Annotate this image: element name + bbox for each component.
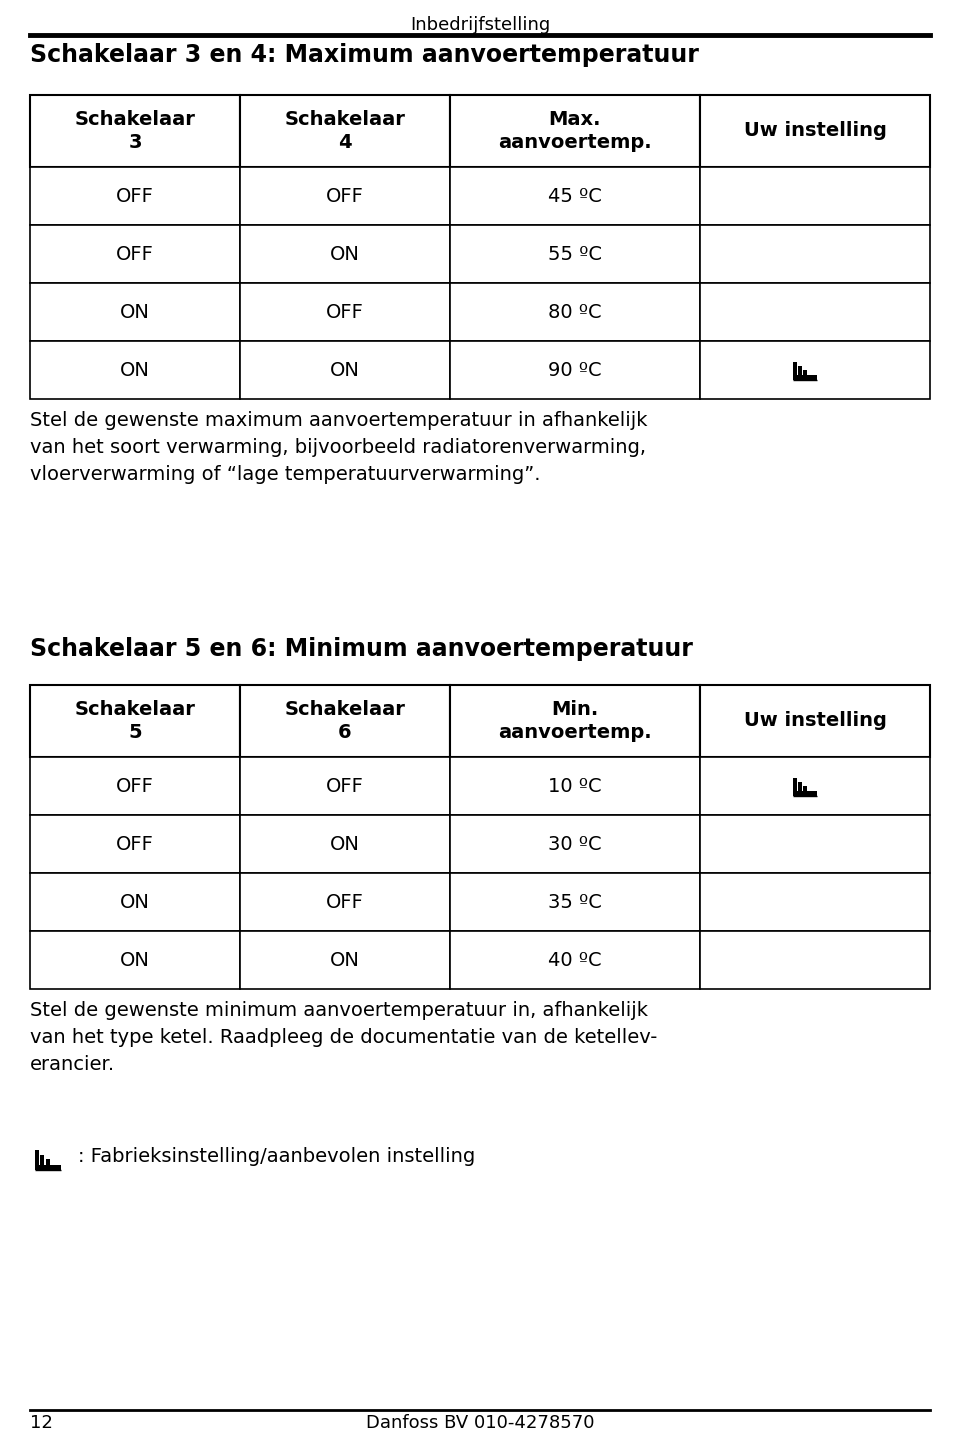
Bar: [700, 873, 930, 932]
Bar: [700, 167, 930, 225]
Text: 10 ºC: 10 ºC: [548, 776, 602, 795]
Text: 80 ºC: 80 ºC: [548, 302, 602, 321]
Bar: [30, 757, 240, 815]
Bar: [30, 284, 240, 341]
Bar: [450, 341, 700, 399]
Bar: [30, 341, 240, 399]
Bar: [450, 873, 700, 932]
Bar: [793, 778, 797, 796]
Bar: [240, 757, 450, 815]
Text: : Fabrieksinstelling/aanbevolen instelling: : Fabrieksinstelling/aanbevolen instelli…: [78, 1148, 475, 1166]
Bar: [240, 815, 450, 873]
Bar: [240, 95, 450, 167]
Bar: [793, 361, 797, 380]
Text: Uw instelling: Uw instelling: [744, 711, 886, 730]
Bar: [798, 782, 802, 796]
Text: 40 ºC: 40 ºC: [548, 950, 602, 969]
Text: OFF: OFF: [116, 776, 154, 795]
Text: Schakelaar
6: Schakelaar 6: [284, 700, 405, 742]
Bar: [240, 932, 450, 989]
Text: 12: 12: [30, 1414, 53, 1431]
Bar: [793, 791, 817, 796]
Bar: [700, 225, 930, 284]
Bar: [240, 685, 450, 757]
Bar: [240, 167, 450, 225]
Bar: [450, 225, 700, 284]
Bar: [700, 932, 930, 989]
Text: 35 ºC: 35 ºC: [548, 893, 602, 912]
Bar: [30, 815, 240, 873]
Text: Danfoss BV 010-4278570: Danfoss BV 010-4278570: [366, 1414, 594, 1431]
Bar: [30, 932, 240, 989]
Bar: [30, 95, 240, 167]
Text: 30 ºC: 30 ºC: [548, 835, 602, 854]
Text: ON: ON: [120, 893, 150, 912]
Bar: [30, 873, 240, 932]
Bar: [240, 873, 450, 932]
Bar: [240, 284, 450, 341]
Bar: [700, 284, 930, 341]
Text: 55 ºC: 55 ºC: [548, 245, 602, 264]
Bar: [450, 757, 700, 815]
Text: OFF: OFF: [116, 187, 154, 206]
Text: ON: ON: [330, 360, 360, 380]
Bar: [798, 366, 802, 380]
Bar: [450, 815, 700, 873]
Bar: [35, 1165, 61, 1169]
Text: Max.
aanvoertemp.: Max. aanvoertemp.: [498, 109, 652, 153]
Bar: [450, 685, 700, 757]
Text: ON: ON: [120, 302, 150, 321]
Text: OFF: OFF: [116, 835, 154, 854]
Bar: [803, 786, 806, 796]
Text: Stel de gewenste maximum aanvoertemperatuur in afhankelijk
van het soort verwarm: Stel de gewenste maximum aanvoertemperat…: [30, 410, 647, 484]
Bar: [46, 1159, 50, 1169]
Text: Schakelaar
5: Schakelaar 5: [75, 700, 196, 742]
Bar: [700, 95, 930, 167]
Bar: [700, 815, 930, 873]
Text: Stel de gewenste minimum aanvoertemperatuur in, afhankelijk
van het type ketel. : Stel de gewenste minimum aanvoertemperat…: [30, 1001, 658, 1074]
Bar: [450, 167, 700, 225]
Text: Inbedrijfstelling: Inbedrijfstelling: [410, 16, 550, 35]
Bar: [700, 341, 930, 399]
Bar: [450, 284, 700, 341]
Bar: [793, 374, 817, 380]
Text: OFF: OFF: [326, 776, 364, 795]
Text: Min.
aanvoertemp.: Min. aanvoertemp.: [498, 700, 652, 742]
Bar: [240, 341, 450, 399]
Text: Uw instelling: Uw instelling: [744, 121, 886, 141]
Bar: [700, 685, 930, 757]
Bar: [240, 225, 450, 284]
Text: ON: ON: [330, 835, 360, 854]
Text: ON: ON: [120, 360, 150, 380]
Text: 45 ºC: 45 ºC: [548, 187, 602, 206]
Bar: [450, 95, 700, 167]
Text: OFF: OFF: [326, 302, 364, 321]
Bar: [40, 1155, 44, 1169]
Text: OFF: OFF: [326, 187, 364, 206]
Text: OFF: OFF: [326, 893, 364, 912]
Bar: [30, 167, 240, 225]
Bar: [30, 685, 240, 757]
Text: ON: ON: [330, 950, 360, 969]
Text: 90 ºC: 90 ºC: [548, 360, 602, 380]
Bar: [35, 1151, 38, 1169]
Text: ON: ON: [330, 245, 360, 264]
Text: OFF: OFF: [116, 245, 154, 264]
Text: Schakelaar
4: Schakelaar 4: [284, 109, 405, 153]
Bar: [450, 932, 700, 989]
Text: Schakelaar
3: Schakelaar 3: [75, 109, 196, 153]
Text: Schakelaar 3 en 4: Maximum aanvoertemperatuur: Schakelaar 3 en 4: Maximum aanvoertemper…: [30, 43, 699, 68]
Bar: [700, 757, 930, 815]
Bar: [803, 370, 806, 380]
Bar: [30, 225, 240, 284]
Text: ON: ON: [120, 950, 150, 969]
Text: Schakelaar 5 en 6: Minimum aanvoertemperatuur: Schakelaar 5 en 6: Minimum aanvoertemper…: [30, 636, 693, 661]
